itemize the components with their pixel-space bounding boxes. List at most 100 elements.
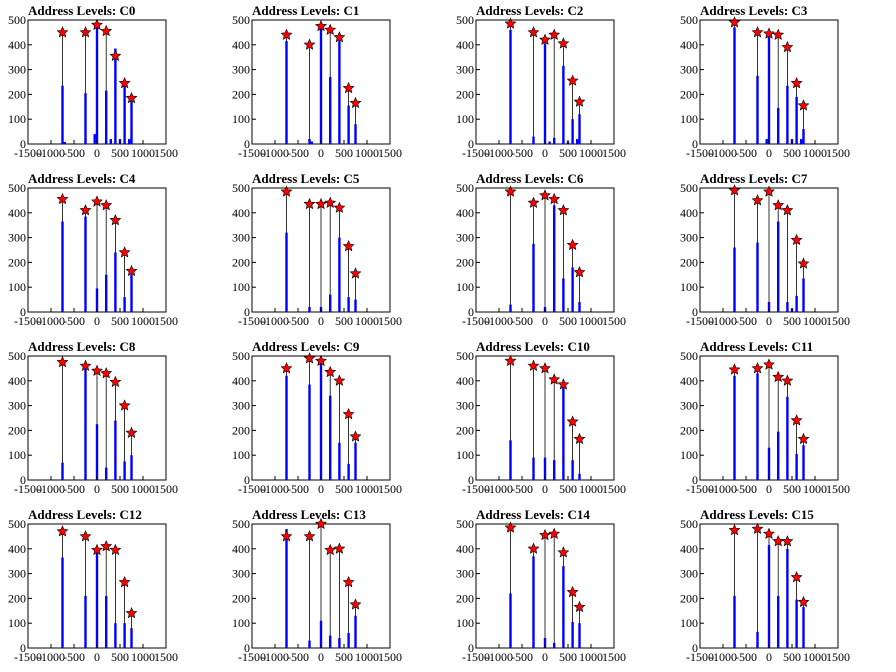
histogram-bar [578, 302, 581, 312]
y-tick-label: 500 [232, 181, 250, 195]
peak-star-marker [342, 408, 355, 420]
x-tick-label: -1000 [261, 482, 289, 496]
peak-star-marker [566, 585, 579, 598]
histogram-bar [553, 460, 556, 480]
y-tick-label: 100 [8, 112, 26, 126]
x-tick-label: 500 [783, 314, 801, 328]
histogram-bar [347, 633, 350, 648]
peak-star-marker [504, 185, 517, 197]
peak-star-marker [315, 19, 327, 32]
histogram-bar [338, 237, 341, 312]
chart-title: Address Levels: C1 [252, 3, 359, 18]
peak-star-marker [349, 430, 362, 442]
x-tick-label: 1500 [826, 650, 850, 664]
x-tick-label: 0 [542, 482, 548, 496]
peak-star-marker [728, 363, 741, 375]
x-tick-label: -1000 [261, 314, 289, 328]
x-tick-label: -500 [735, 482, 757, 496]
peak-star-marker [566, 74, 579, 86]
y-tick-label: 400 [680, 206, 698, 220]
peak-star-marker [504, 17, 517, 29]
histogram-bar [84, 367, 87, 480]
peak-star-marker [751, 194, 764, 206]
y-tick-label: 200 [456, 87, 474, 101]
peak-star-marker [324, 543, 337, 556]
peak-star-marker [342, 81, 355, 94]
peak-star-marker [349, 96, 362, 109]
x-tick-label: 0 [94, 146, 100, 160]
x-tick-label: -1500 [686, 650, 714, 664]
x-tick-label: -1500 [462, 314, 490, 328]
chart-svg-10: Address Levels: C10 0 100 200 300 400 500 -1500… [456, 339, 626, 496]
histogram-bar [532, 556, 535, 648]
peak-star-marker [315, 197, 327, 210]
histogram-bar [795, 599, 798, 648]
chart-svg-11: Address Levels: C11 0 100 200 300 400 500 -1500… [680, 339, 850, 496]
histogram-bar [130, 274, 133, 312]
histogram-bar [329, 294, 332, 312]
y-tick-label: 500 [8, 349, 26, 363]
y-tick-label: 100 [232, 280, 250, 294]
chart-svg-1: Address Levels: C10100200300400500-1500-… [232, 3, 402, 160]
y-tick-label: 300 [232, 399, 250, 413]
histogram-bar [338, 442, 341, 480]
y-tick-label: 400 [8, 542, 26, 556]
x-tick-label: 500 [783, 146, 801, 160]
y-tick-label: 400 [232, 542, 250, 556]
y-tick-label: 300 [232, 63, 250, 77]
x-tick-label: 500 [559, 314, 577, 328]
histogram-bar [786, 302, 789, 312]
histogram-bar [114, 623, 117, 648]
x-tick-label: -1500 [462, 650, 490, 664]
histogram-bar [95, 288, 99, 312]
y-tick-label: 500 [456, 517, 474, 531]
peak-star-marker [79, 530, 92, 542]
x-tick-label: 0 [542, 650, 548, 664]
chart-title: Address Levels: C10 [476, 339, 590, 354]
peak-star-marker [772, 199, 785, 211]
x-tick-label: 1000 [579, 146, 603, 160]
x-tick-label: 500 [783, 650, 801, 664]
x-tick-label: -500 [735, 314, 757, 328]
y-tick-label: 400 [680, 542, 698, 556]
chart-panel-9: Address Levels: C9 0 100 200 300 400 500 -1500-… [224, 336, 448, 504]
x-tick-label: 0 [318, 482, 324, 496]
peak-star-marker [548, 373, 561, 385]
peak-star-marker [118, 576, 131, 588]
chart-title: Address Levels: C6 [476, 171, 584, 186]
x-tick-label: 1000 [579, 482, 603, 496]
peak-star-marker [91, 18, 103, 31]
chart-svg-7: Address Levels: C70100200300400500-1500-… [680, 171, 850, 328]
histogram-bar [95, 424, 99, 480]
histogram-bar [756, 373, 759, 480]
peak-star-marker [751, 26, 764, 38]
y-tick-label: 0 [468, 137, 474, 151]
x-tick-label: -500 [287, 650, 309, 664]
x-tick-label: -1500 [14, 146, 42, 160]
peak-star-marker [557, 37, 570, 49]
x-tick-label: 500 [559, 146, 577, 160]
y-tick-label: 200 [680, 255, 698, 269]
chart-svg-14: Address Levels: C14 0 100 200 300 400 500 -1500… [456, 507, 626, 664]
chart-title: Address Levels: C4 [28, 171, 136, 186]
x-tick-label: 1500 [378, 482, 402, 496]
x-tick-label: 500 [783, 482, 801, 496]
histogram-bar [532, 243, 535, 312]
histogram-bar [84, 595, 87, 648]
x-tick-label: 1500 [154, 482, 178, 496]
peak-star-marker [548, 192, 561, 205]
histogram-bar [319, 28, 323, 144]
y-tick-label: 100 [456, 616, 474, 630]
peak-star-marker [781, 41, 794, 53]
histogram-bar [777, 595, 780, 648]
histogram-bar [285, 375, 288, 480]
y-tick-label: 500 [456, 181, 474, 195]
histogram-bar [93, 134, 96, 144]
peak-star-marker [548, 28, 561, 40]
histogram-bar [63, 142, 66, 144]
chart-svg-8: Address Levels: C80100200300400500-1500-… [8, 339, 178, 496]
y-tick-label: 200 [232, 87, 250, 101]
histogram-bar [548, 141, 551, 144]
peak-star-marker [573, 95, 586, 107]
x-tick-label: 1500 [602, 482, 626, 496]
